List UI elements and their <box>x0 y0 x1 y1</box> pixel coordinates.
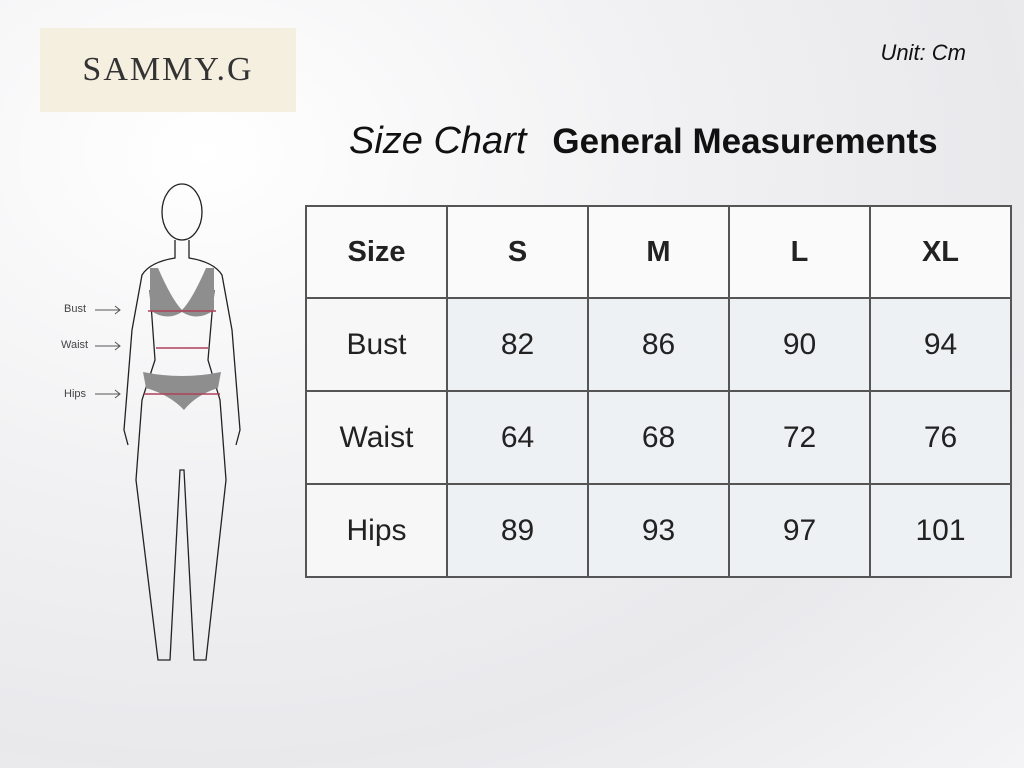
table-cell: 101 <box>869 483 1012 578</box>
unit-label: Unit: Cm <box>880 40 966 65</box>
hips-label: Hips <box>64 388 87 400</box>
table-cell: 82 <box>446 297 589 392</box>
table-row: Hips 89 93 97 101 <box>305 483 1012 578</box>
row-label: Hips <box>305 483 448 578</box>
table-cell: 89 <box>446 483 589 578</box>
brand-logo: SAMMY.G <box>40 28 296 112</box>
page-title: Size Chart General Measurements <box>349 120 938 163</box>
table-cell: 86 <box>587 297 730 392</box>
table-row: Bust 82 86 90 94 <box>305 297 1012 392</box>
title-italic: Size Chart <box>349 120 527 162</box>
table-cell: 72 <box>728 390 871 485</box>
table-cell: 93 <box>587 483 730 578</box>
size-table: Size S M L XL Bust 82 86 90 94 Waist 64 … <box>305 205 1012 578</box>
body-figure-illustration <box>95 183 241 661</box>
header-row: Size S M L XL <box>305 205 1012 299</box>
header-cell: XL <box>869 205 1012 299</box>
row-label: Waist <box>305 390 448 485</box>
table-cell: 76 <box>869 390 1012 485</box>
header-cell: Size <box>305 205 448 299</box>
header-cell: M <box>587 205 730 299</box>
table-cell: 94 <box>869 297 1012 392</box>
title-bold: General Measurements <box>552 122 938 161</box>
waist-label: Waist <box>61 339 89 351</box>
table-cell: 90 <box>728 297 871 392</box>
header-cell: S <box>446 205 589 299</box>
table-cell: 97 <box>728 483 871 578</box>
row-label: Bust <box>305 297 448 392</box>
header-cell: L <box>728 205 871 299</box>
table-row: Waist 64 68 72 76 <box>305 390 1012 485</box>
bust-label: Bust <box>64 303 87 315</box>
table-cell: 68 <box>587 390 730 485</box>
table-cell: 64 <box>446 390 589 485</box>
